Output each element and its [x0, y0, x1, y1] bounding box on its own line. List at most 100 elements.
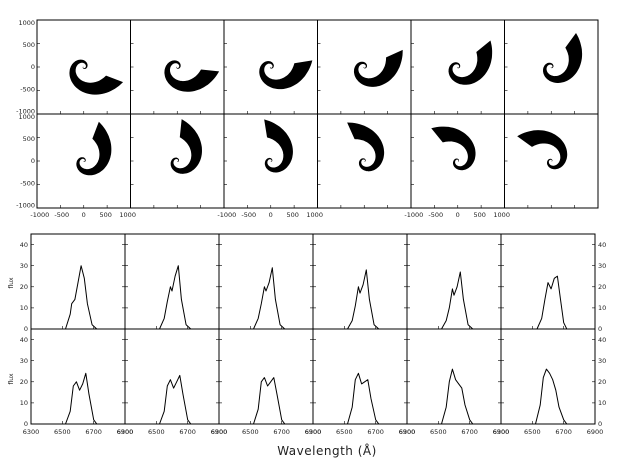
flux-x-tick-label: 6500 — [524, 428, 541, 436]
panel-frame — [406, 233, 502, 330]
image-y-tick-label: 1000 — [18, 113, 35, 121]
flux-x-tick-label: 6300 — [117, 428, 134, 436]
image-x-tick-label: -500 — [428, 211, 443, 219]
image-x-tick-label: -1000 — [217, 211, 236, 219]
image-x-tick-label: 0 — [456, 211, 460, 219]
panel-frame — [130, 19, 225, 115]
flux-x-tick-label: 6700 — [85, 428, 102, 436]
flux-panel — [30, 328, 126, 425]
panel-frame — [410, 19, 505, 115]
flux-x-tick-label: 6700 — [179, 428, 196, 436]
flux-x-tick-label: 6700 — [555, 428, 572, 436]
flux-panel — [218, 328, 314, 425]
flux-x-tick-label: 6500 — [148, 428, 165, 436]
flux-x-tick-label: 6900 — [305, 428, 322, 436]
flux-panel — [406, 233, 502, 330]
flux-y-tick-label-right: 30 — [598, 262, 606, 270]
image-y-tick-label: -1000 — [16, 201, 35, 209]
panel-frame — [218, 328, 314, 425]
flux-x-tick-label: 6900 — [493, 428, 510, 436]
flux-y-tick-label-left: 0 — [24, 420, 28, 428]
flux-x-tick-label: 6300 — [493, 428, 510, 436]
flux-y-tick-label-right: 40 — [598, 241, 606, 249]
flux-x-tick-label: 6500 — [336, 428, 353, 436]
flux-x-tick-label: 6300 — [305, 428, 322, 436]
flux-x-tick-label: 6500 — [242, 428, 259, 436]
image-x-tick-label: 0 — [82, 211, 86, 219]
flux-x-tick-label: 6900 — [587, 428, 604, 436]
flux-x-tick-label: 6300 — [211, 428, 228, 436]
panel-frame — [36, 113, 131, 209]
flux-y-tick-label-right: 30 — [598, 357, 606, 365]
flux-panel — [30, 233, 126, 330]
flux-x-tick-label: 6700 — [273, 428, 290, 436]
spiral-panel — [130, 113, 225, 209]
flux-y-tick-label-right: 40 — [598, 336, 606, 344]
spiral-shape — [69, 59, 124, 95]
image-y-tick-label: 500 — [23, 135, 35, 143]
flux-y-tick-label-right: 10 — [598, 304, 606, 312]
spiral-image-grid: 10005000-500-100010005000-500-1000-1000-… — [16, 19, 599, 219]
spiral-panel — [223, 113, 318, 209]
image-y-tick-label: 0 — [31, 63, 35, 71]
image-x-tick-label: 0 — [269, 211, 273, 219]
flux-profile-line — [31, 372, 125, 425]
image-y-tick-label: -1000 — [16, 107, 35, 115]
flux-profile-line — [501, 275, 595, 330]
spiral-panel — [317, 113, 412, 209]
flux-x-tick-label: 6300 — [399, 428, 416, 436]
flux-x-tick-label: 6300 — [23, 428, 40, 436]
flux-profile-line — [219, 377, 313, 425]
flux-profile-line — [407, 271, 501, 330]
image-x-tick-label: -500 — [54, 211, 69, 219]
spiral-shape — [164, 60, 220, 92]
flux-panel — [406, 328, 502, 425]
flux-axis-label-row-1: flux — [8, 277, 15, 289]
image-x-tick-label: 1000 — [306, 211, 323, 219]
wavelength-axis-label: Wavelength (Å) — [277, 443, 377, 458]
flux-panel — [218, 233, 314, 330]
flux-profile-line — [125, 265, 219, 330]
flux-y-tick-label-right: 20 — [598, 283, 606, 291]
flux-y-tick-label-right: 0 — [598, 325, 602, 333]
flux-panel — [500, 233, 596, 330]
panel-frame — [410, 113, 505, 209]
panel-frame — [500, 328, 596, 425]
flux-y-tick-label-left: 30 — [20, 262, 28, 270]
panel-frame — [30, 328, 126, 425]
flux-profile-line — [219, 267, 313, 330]
flux-x-tick-label: 6900 — [211, 428, 228, 436]
flux-axis-label-row-2: flux — [8, 373, 15, 385]
panel-frame — [218, 233, 314, 330]
panel-frame — [36, 19, 131, 115]
panel-frame — [312, 328, 408, 425]
flux-profile-line — [313, 269, 407, 330]
image-y-tick-label: -500 — [20, 85, 35, 93]
spiral-panel — [223, 19, 318, 115]
spiral-shape — [431, 126, 476, 171]
panel-frame — [124, 233, 220, 330]
flux-y-tick-label-right: 20 — [598, 378, 606, 386]
image-y-tick-label: 1000 — [18, 19, 35, 27]
panel-frame — [500, 233, 596, 330]
spiral-shape — [517, 130, 568, 170]
flux-x-tick-label: 6900 — [117, 428, 134, 436]
image-x-tick-label: 1000 — [493, 211, 510, 219]
flux-panel — [124, 233, 220, 330]
image-x-tick-label: 500 — [474, 211, 486, 219]
flux-profile-line — [313, 372, 407, 425]
flux-y-tick-label-left: 20 — [20, 378, 28, 386]
flux-x-tick-label: 6900 — [399, 428, 416, 436]
flux-y-tick-label-left: 20 — [20, 283, 28, 291]
flux-y-tick-label-left: 10 — [20, 304, 28, 312]
flux-y-tick-label-right: 0 — [598, 420, 602, 428]
panel-frame — [130, 113, 225, 209]
spiral-shape — [543, 32, 583, 83]
flux-y-tick-label-left: 40 — [20, 336, 28, 344]
image-x-tick-label: -1000 — [30, 211, 49, 219]
flux-profile-line — [31, 265, 125, 330]
spiral-panel — [410, 19, 505, 115]
flux-y-tick-label-left: 10 — [20, 399, 28, 407]
flux-x-tick-label: 6500 — [54, 428, 71, 436]
